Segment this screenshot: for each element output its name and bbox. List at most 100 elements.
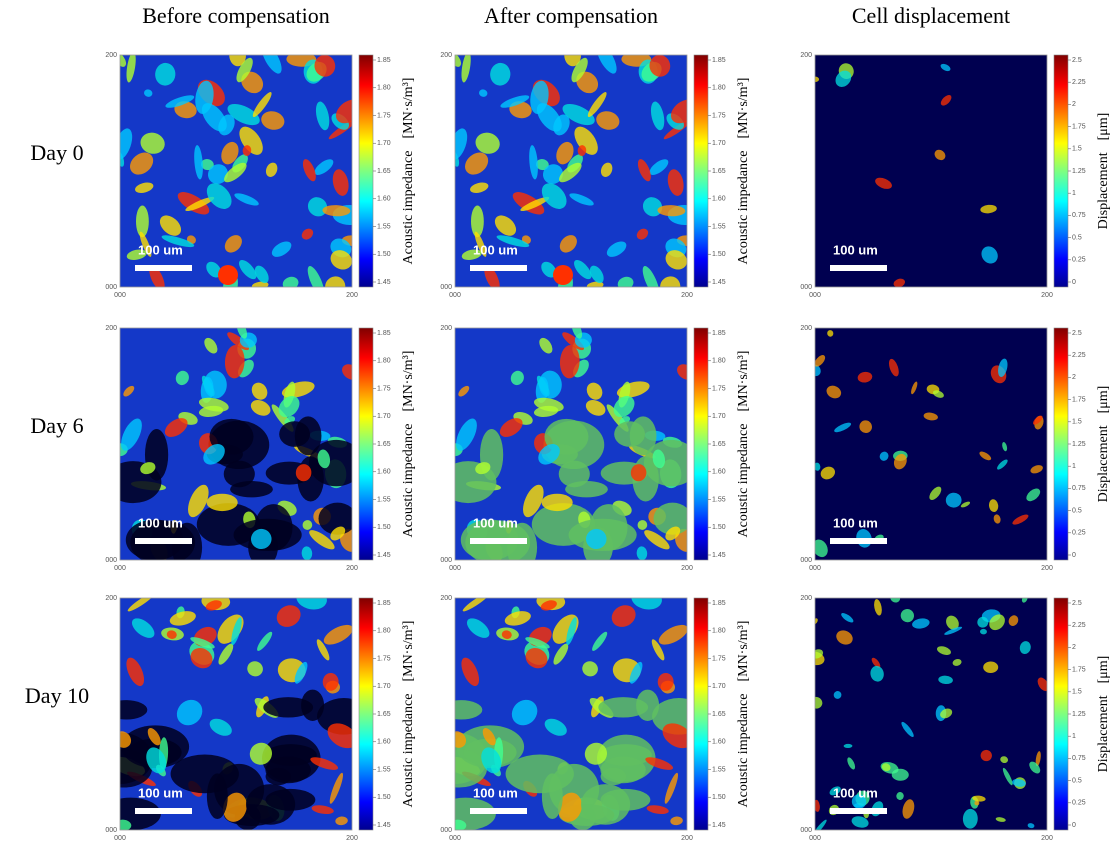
colorbar-tick-label: 1.80 (712, 628, 726, 635)
y-tick-label: 200 (800, 52, 812, 59)
y-tick-label: 000 (800, 557, 812, 564)
scale-bar-label: 100 um (833, 242, 878, 257)
colorbar-tick-label: 0 (1072, 279, 1076, 286)
x-tick-label: 200 (681, 835, 693, 842)
x-tick-label: 200 (1041, 835, 1053, 842)
colorbar-tick-label: 1.5 (1072, 419, 1082, 426)
colorbar-tick-label: 1.70 (712, 140, 726, 147)
panel: 100 um2000000002001.851.801.751.701.651.… (423, 585, 751, 841)
colorbar (359, 55, 373, 287)
colorbar-tick-label: 0 (1072, 822, 1076, 829)
colorbar-tick-label: 2 (1072, 101, 1076, 108)
colorbar-unit: [μm] (1096, 113, 1111, 141)
colorbar-unit: [MN·s/m³] (401, 351, 416, 412)
colorbar-tick-label: 1 (1072, 463, 1076, 470)
y-tick-label: 200 (105, 595, 117, 602)
colorbar-unit: [MN·s/m³] (736, 621, 751, 682)
y-tick-label: 000 (105, 557, 117, 564)
colorbar-title: Acoustic impedance[MN·s/m³] (736, 351, 751, 538)
colorbar-tick-label: 1.5 (1072, 146, 1082, 153)
cell-blob (542, 494, 573, 511)
colorbar-label: Displacement (1096, 425, 1111, 502)
colorbar-tick-label: 1.85 (712, 600, 726, 607)
column-title: Cell displacement (852, 3, 1010, 28)
colorbar-label: Acoustic impedance (401, 694, 416, 808)
y-tick-label: 200 (440, 325, 452, 332)
colorbar-tick-label: 1.25 (1072, 711, 1086, 718)
colorbar-label: Acoustic impedance (736, 424, 751, 538)
colorbar-title: Acoustic impedance[MN·s/m³] (401, 351, 416, 538)
y-tick-label: 000 (800, 284, 812, 291)
colorbar-tick-label: 1.80 (712, 358, 726, 365)
x-tick-label: 000 (809, 835, 821, 842)
colorbar-tick-label: 1.65 (377, 711, 391, 718)
panel: 100 um2000000002001.851.801.751.701.651.… (105, 320, 416, 572)
colorbar-label: Acoustic impedance (401, 151, 416, 265)
colorbar-title: Acoustic impedance[MN·s/m³] (401, 78, 416, 265)
panel: 100 um2000000002001.851.801.751.701.651.… (88, 585, 416, 841)
dark-region (440, 700, 483, 719)
colorbar-tick-label: 2 (1072, 644, 1076, 651)
colorbar-tick-label: 1.45 (377, 822, 391, 829)
hot-spot (553, 265, 573, 285)
colorbar-tick-label: 1.55 (377, 223, 391, 230)
dark-region (598, 697, 648, 717)
scale-bar-label: 100 um (138, 785, 183, 800)
colorbar-tick-label: 1.5 (1072, 689, 1082, 696)
colorbar-tick-label: 1.75 (712, 112, 726, 119)
y-tick-label: 000 (440, 557, 452, 564)
dark-region (263, 697, 313, 717)
panel: 100 um2000000002002.52.2521.751.51.2510.… (800, 325, 1111, 572)
colorbar-label: Acoustic impedance (736, 151, 751, 265)
dark-region (559, 461, 590, 488)
x-tick-label: 200 (346, 565, 358, 572)
figure: Before compensationAfter compensationCel… (0, 0, 1118, 854)
colorbar-tick-label: 1.55 (377, 766, 391, 773)
scale-bar (830, 538, 887, 544)
column-title: Before compensation (142, 3, 330, 28)
row-label: Day 0 (30, 140, 83, 165)
y-tick-label: 200 (800, 325, 812, 332)
dark-region (224, 461, 255, 488)
colorbar (359, 598, 373, 830)
colorbar-tick-label: 1.85 (377, 57, 391, 64)
row-label: Day 6 (30, 413, 83, 438)
colorbar-tick-label: 1.65 (377, 168, 391, 175)
y-tick-label: 000 (105, 284, 117, 291)
colorbar-tick-label: 2.5 (1072, 330, 1082, 337)
colorbar-tick-label: 1.55 (712, 223, 726, 230)
colorbar (1054, 328, 1068, 560)
colorbar-tick-label: 1.80 (377, 628, 391, 635)
colorbar-title: Displacement [μm] (1096, 386, 1111, 503)
scale-bar-label: 100 um (473, 785, 518, 800)
colorbar-tick-label: 1.70 (377, 140, 391, 147)
colorbar-tick-label: 1.50 (377, 251, 391, 258)
colorbar-tick-label: 1.60 (377, 469, 391, 476)
colorbar (694, 55, 708, 287)
colorbar-tick-label: 1.75 (377, 112, 391, 119)
colorbar-tick-label: 1.45 (712, 279, 726, 286)
colorbar-tick-label: 1.80 (377, 85, 391, 92)
row-label: Day 10 (25, 683, 89, 708)
colorbar-tick-label: 1.80 (712, 85, 726, 92)
dark-region (96, 750, 152, 788)
colorbar-tick-label: 0 (1072, 552, 1076, 559)
colorbar-tick-label: 0.75 (1072, 485, 1086, 492)
colorbar-tick-label: 2.25 (1072, 622, 1086, 629)
panel: 100 um2000000002001.851.801.751.701.651.… (440, 40, 751, 302)
colorbar-unit: [μm] (1096, 386, 1111, 414)
colorbar-tick-label: 0.25 (1072, 800, 1086, 807)
y-tick-label: 000 (800, 827, 812, 834)
colorbar (694, 598, 708, 830)
colorbar-tick-label: 1.75 (712, 655, 726, 662)
colorbar-title: Acoustic impedance[MN·s/m³] (736, 621, 751, 808)
colorbar-title: Displacement[μm] (1096, 656, 1111, 773)
colorbar-unit: [MN·s/m³] (401, 621, 416, 682)
colorbar-unit: [MN·s/m³] (736, 78, 751, 139)
y-tick-label: 000 (440, 827, 452, 834)
colorbar-tick-label: 1.70 (712, 683, 726, 690)
y-tick-label: 200 (800, 595, 812, 602)
colorbar-tick-label: 1.60 (377, 196, 391, 203)
scale-bar-label: 100 um (833, 515, 878, 530)
